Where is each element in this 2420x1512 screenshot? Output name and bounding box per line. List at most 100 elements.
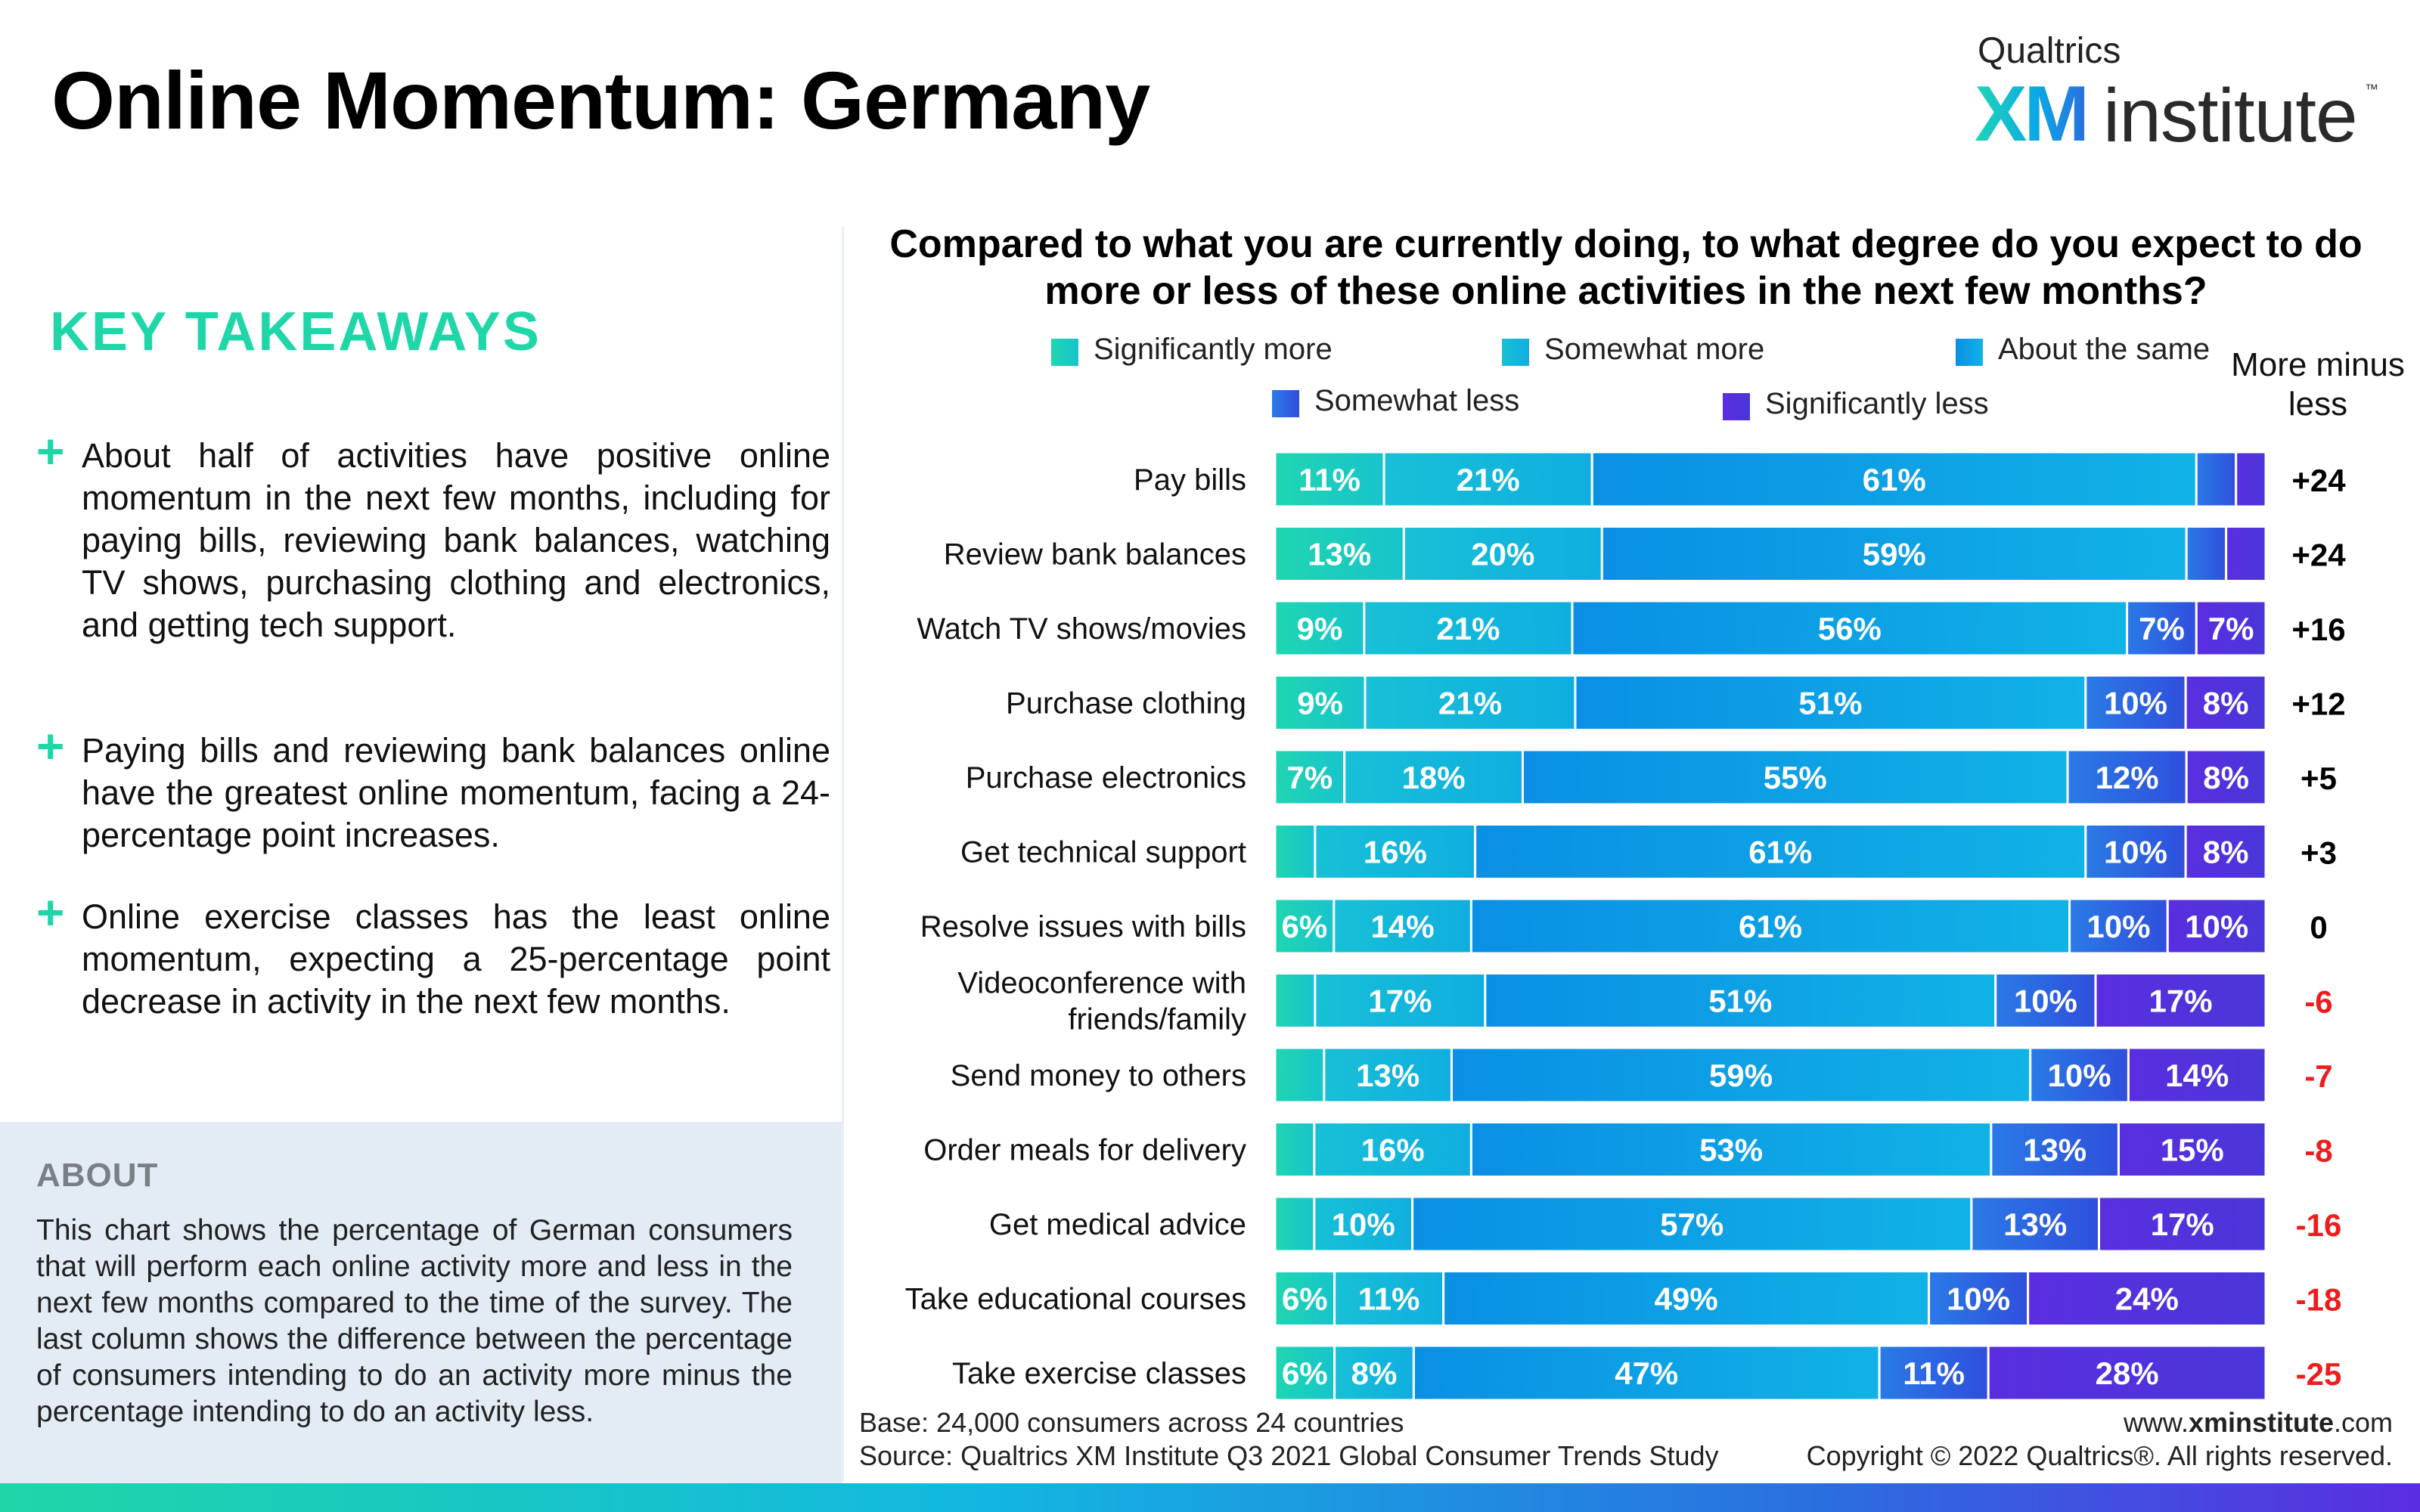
category-label-take-exercise-classes: Take exercise classes <box>952 1357 1246 1390</box>
diff-value: -16 <box>2296 1207 2342 1243</box>
data-label: 10% <box>1332 1207 1395 1242</box>
data-label: 8% <box>1351 1356 1398 1391</box>
bar-segment-somewhat-more <box>1314 972 1487 1029</box>
xm-institute-logo: Qualtrics XM institute ™ <box>1975 30 2401 158</box>
bar-segment-significantly-less <box>2094 972 2267 1029</box>
bar-segment-somewhat-more <box>1333 1344 1415 1402</box>
data-label: 7% <box>2139 611 2185 646</box>
data-label: 24% <box>2115 1281 2179 1317</box>
data-label: 49% <box>1655 1281 1718 1317</box>
url-domain: xminstitute <box>2188 1407 2334 1438</box>
about-body: This chart shows the percentage of Germa… <box>36 1214 793 1428</box>
data-label: 8% <box>2203 835 2249 870</box>
bar-segment-significantly-less <box>2184 823 2267 880</box>
plus-icon: + <box>36 719 65 773</box>
legend-label: Somewhat less <box>1314 384 1520 417</box>
bar-segment-somewhat-less <box>1970 1195 2101 1253</box>
legend-label: Somewhat more <box>1544 333 1765 366</box>
bar-segment-somewhat-more <box>1363 600 1574 657</box>
bar-segment-significantly-more <box>1274 1270 1336 1327</box>
diff-value: +3 <box>2301 835 2337 871</box>
bar-segment-significantly-more <box>1274 897 1336 955</box>
plus-icon: + <box>36 424 65 479</box>
data-label: 16% <box>1361 1132 1425 1168</box>
data-label: 6% <box>1282 1356 1328 1391</box>
data-label: 6% <box>1282 909 1328 944</box>
bar-segment-somewhat-more <box>1323 1046 1453 1104</box>
data-label: 15% <box>2161 1132 2224 1168</box>
base-note: Base: 24,000 consumers across 24 countri… <box>859 1407 1404 1438</box>
data-label: 57% <box>1660 1207 1723 1242</box>
category-label-purchase-electronics: Purchase electronics <box>966 761 1246 795</box>
bar-segment-significantly-less <box>2185 748 2267 806</box>
url-suffix: .com <box>2333 1407 2393 1438</box>
data-label: 10% <box>2086 909 2150 944</box>
data-label: 28% <box>2096 1356 2159 1391</box>
bar-segment-significantly-more <box>1274 1195 1316 1253</box>
bar-segment-significantly-less <box>2195 600 2267 657</box>
chart-footnote: Base: 24,000 consumers across 24 countri… <box>859 1406 1719 1473</box>
diff-value: -7 <box>2304 1058 2332 1094</box>
bar-segment-significantly-more <box>1274 748 1346 806</box>
bar-segment-somewhat-less <box>2084 674 2187 731</box>
bar-segment-significantly-more <box>1274 1121 1316 1178</box>
logo-mark: XM <box>1975 70 2090 158</box>
data-label: 11% <box>1298 462 1360 497</box>
bar-segment-significantly-less <box>2127 1046 2267 1104</box>
column-divider <box>842 227 844 1482</box>
bar-segment-significantly-less <box>2027 1270 2267 1327</box>
bar-segment-somewhat-less <box>1928 1270 2030 1327</box>
diff-value: +24 <box>2291 463 2346 498</box>
data-label: 14% <box>2165 1058 2229 1093</box>
bar-segment-about-the-same <box>1450 1046 2032 1104</box>
data-label: 56% <box>1818 611 1882 646</box>
bar-segment-significantly-more <box>1274 823 1317 880</box>
logo-product: institute <box>2103 73 2358 158</box>
bar-segment-somewhat-more <box>1333 1270 1445 1327</box>
logo-brand: Qualtrics <box>1978 31 2121 71</box>
bar-segment-about-the-same <box>1574 674 2087 731</box>
bar-segment-somewhat-less <box>2126 600 2198 657</box>
legend-swatch <box>1051 339 1078 366</box>
diff-value: +12 <box>2291 686 2345 722</box>
source-note: Source: Qualtrics XM Institute Q3 2021 G… <box>859 1440 1719 1471</box>
website-link[interactable]: www.xminstitute.com <box>1807 1406 2393 1439</box>
plus-icon: + <box>36 885 65 940</box>
bar-segment-significantly-less <box>2166 897 2267 955</box>
data-label: 8% <box>2203 686 2249 721</box>
bar-segment-about-the-same <box>1600 525 2188 582</box>
data-label: 6% <box>1282 1281 1328 1317</box>
diff-value: -6 <box>2304 984 2332 1020</box>
category-label-take-educational-courses: Take educational courses <box>905 1283 1246 1316</box>
bar-segment-somewhat-more <box>1364 674 1577 731</box>
data-label: 59% <box>1709 1058 1773 1093</box>
url-prefix: www. <box>2123 1407 2189 1438</box>
category-label-get-medical-advice: Get medical advice <box>989 1208 1246 1241</box>
bar-segment-about-the-same <box>1522 748 2069 806</box>
data-label: 11% <box>1358 1281 1420 1317</box>
footer-credits: www.xminstitute.com Copyright © 2022 Qua… <box>1807 1406 2393 1473</box>
data-label: 10% <box>2185 909 2248 944</box>
bar-segment-somewhat-less <box>2185 525 2228 582</box>
takeaway-text: Online exercise classes has the least on… <box>82 897 830 1021</box>
legend-swatch <box>1723 393 1750 420</box>
bar-segment-significantly-less <box>2184 674 2267 731</box>
data-label: 61% <box>1748 835 1812 870</box>
bar-segment-significantly-more <box>1274 674 1367 731</box>
bar-segment-about-the-same <box>1484 972 1997 1029</box>
legend-swatch <box>1502 339 1529 366</box>
data-label: 10% <box>2104 835 2167 870</box>
data-label: 55% <box>1764 760 1827 795</box>
bar-segment-significantly-more <box>1274 972 1317 1029</box>
bar-segment-somewhat-less <box>2084 823 2187 880</box>
bar-segment-somewhat-more <box>1314 823 1477 880</box>
key-takeaways-heading: KEY TAKEAWAYS <box>50 302 541 362</box>
category-label-send-money-to-others: Send money to others <box>951 1059 1246 1092</box>
logo-trademark: ™ <box>2365 82 2378 97</box>
bar-segment-about-the-same <box>1442 1270 1931 1327</box>
data-label: 16% <box>1364 835 1427 870</box>
bar-segment-somewhat-more <box>1333 897 1472 955</box>
data-label: 53% <box>1699 1132 1763 1168</box>
category-label-order-meals-for-delivery: Order meals for delivery <box>923 1134 1246 1167</box>
data-label: 10% <box>2104 686 2167 721</box>
